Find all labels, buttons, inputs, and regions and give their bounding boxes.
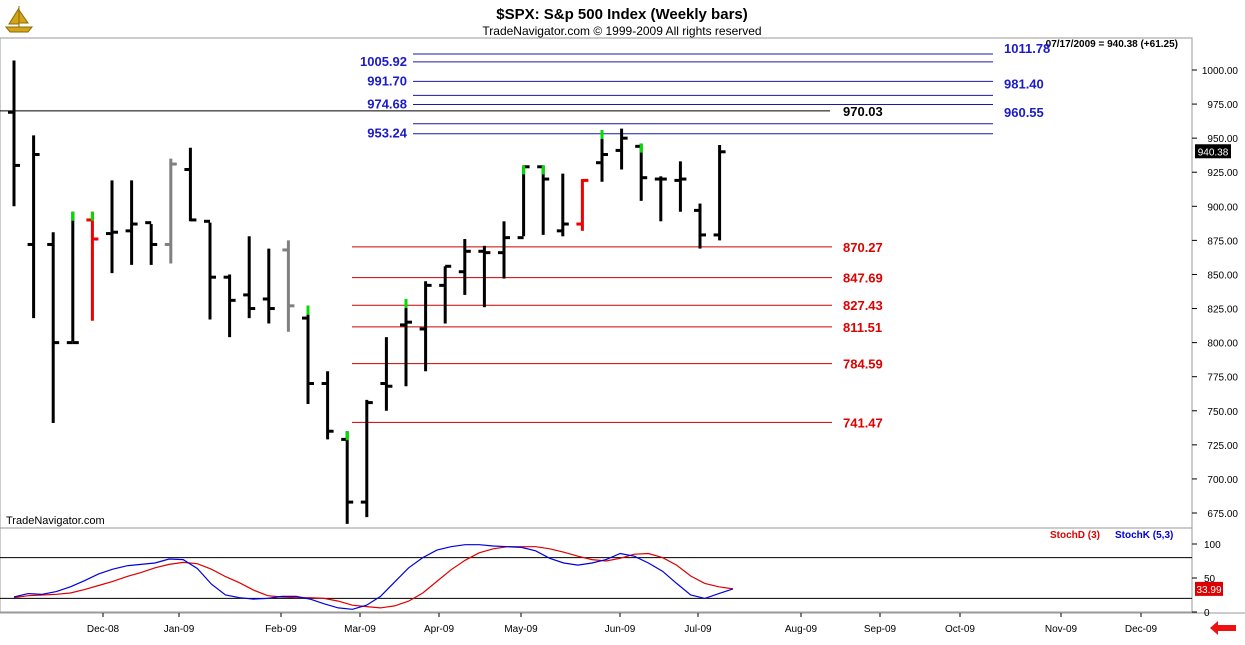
x-tick-label: Dec-09 <box>1125 624 1158 635</box>
stoch-lines <box>13 544 734 610</box>
x-tick-label: Jun-09 <box>605 624 636 635</box>
upper-retracement-label: 981.40 <box>1004 76 1044 91</box>
stoch-axis: 100 50 0 <box>1192 540 1221 619</box>
stoch-series-line <box>13 544 734 610</box>
upper-retracement-label: 991.70 <box>367 73 407 88</box>
last-price-box <box>1195 144 1231 159</box>
scroll-left-button[interactable] <box>1208 620 1238 636</box>
left-arrow-icon <box>1210 621 1236 635</box>
price-tick-label: 850.00 <box>1207 270 1238 281</box>
stoch-levels: 33.99 <box>0 557 1223 599</box>
upper-retracement-label: 1011.78 <box>1004 41 1050 56</box>
x-tick-label: Mar-09 <box>344 624 376 635</box>
stoch-panel-frame <box>0 527 1193 613</box>
lower-retracement-label: 827.43 <box>843 298 883 313</box>
upper-retracement-label: 1005.92 <box>360 54 407 69</box>
price-tick-label: 1000.00 <box>1202 66 1239 77</box>
last-price-label: 940.38 <box>1198 147 1229 158</box>
price-tick-label: 675.00 <box>1207 509 1238 520</box>
stoch-tick-label: 50 <box>1204 574 1216 585</box>
upper-retracement-label: 960.55 <box>1004 105 1044 120</box>
upper-retracement-label: 974.68 <box>367 97 407 112</box>
price-tick-label: 800.00 <box>1207 339 1238 350</box>
price-tick-label: 950.00 <box>1207 134 1238 145</box>
price-tick-label: 925.00 <box>1207 168 1238 179</box>
price-tick-label: 825.00 <box>1207 305 1238 316</box>
lower-retracement-label: 811.51 <box>843 320 882 335</box>
price-tick-label: 975.00 <box>1207 100 1238 111</box>
price-tick-label: 900.00 <box>1207 202 1238 213</box>
x-tick-label: Feb-09 <box>265 624 297 635</box>
x-tick-label: Apr-09 <box>424 624 454 635</box>
price-axis: 1000.00 975.00 950.00 925.00 900.00 875.00 850… <box>1192 66 1238 520</box>
logo[interactable] <box>3 3 35 35</box>
price-tick-label: 875.00 <box>1207 236 1238 247</box>
watermark: TradeNavigator.com <box>6 515 105 527</box>
stoch-tick-label: 100 <box>1204 540 1221 551</box>
lower-retracement-label: 741.47 <box>843 415 883 430</box>
reference-line-label: 970.03 <box>843 104 883 119</box>
price-tick-label: 725.00 <box>1207 441 1238 452</box>
x-tick-label: Dec-08 <box>87 624 120 635</box>
lower-retracement-label: 870.27 <box>843 240 883 255</box>
price-bars <box>8 60 726 524</box>
x-tick-label: Nov-09 <box>1045 624 1078 635</box>
lower-retracement-label: 847.69 <box>843 271 883 286</box>
x-tick-label: May-09 <box>504 624 538 635</box>
upper-retracement-label: 953.24 <box>367 126 408 141</box>
stoch-last-label: 33.99 <box>1196 585 1221 596</box>
lower-retracement-label: 784.59 <box>843 357 883 372</box>
stoch-last-box <box>1195 581 1223 596</box>
quote-readout: 07/17/2009 = 940.38 (+61.25) <box>1046 39 1178 50</box>
price-tick-label: 750.00 <box>1207 407 1238 418</box>
x-tick-label: Sep-09 <box>864 624 897 635</box>
last-price-marker: 940.38 <box>1195 144 1231 159</box>
sailboat-logo-icon <box>4 6 34 33</box>
x-axis: Dec-08 Jan-09 Feb-09 Mar-09 Apr-09 May-09 Jun-… <box>87 613 1158 635</box>
retracement-lines: 1011.78 1005.92 991.70 981.40 974.68 960.55 95… <box>0 41 1050 430</box>
stoch-tick-label: 0 <box>1204 608 1210 619</box>
stoch-series-line <box>13 546 734 609</box>
x-tick-label: Jan-09 <box>164 624 195 635</box>
x-tick-label: Aug-09 <box>785 624 818 635</box>
chart-title: $SPX: S&p 500 Index (Weekly bars) <box>496 6 748 23</box>
x-tick-label: Oct-09 <box>945 624 975 635</box>
price-tick-label: 775.00 <box>1207 373 1238 384</box>
legend-stochk: StochK (5,3) <box>1115 530 1173 541</box>
x-tick-label: Jul-09 <box>684 624 712 635</box>
chart-subtitle: TradeNavigator.com © 1999-2009 All right… <box>482 24 761 38</box>
legend-stochd: StochD (3) <box>1050 530 1100 541</box>
price-tick-label: 700.00 <box>1207 475 1238 486</box>
